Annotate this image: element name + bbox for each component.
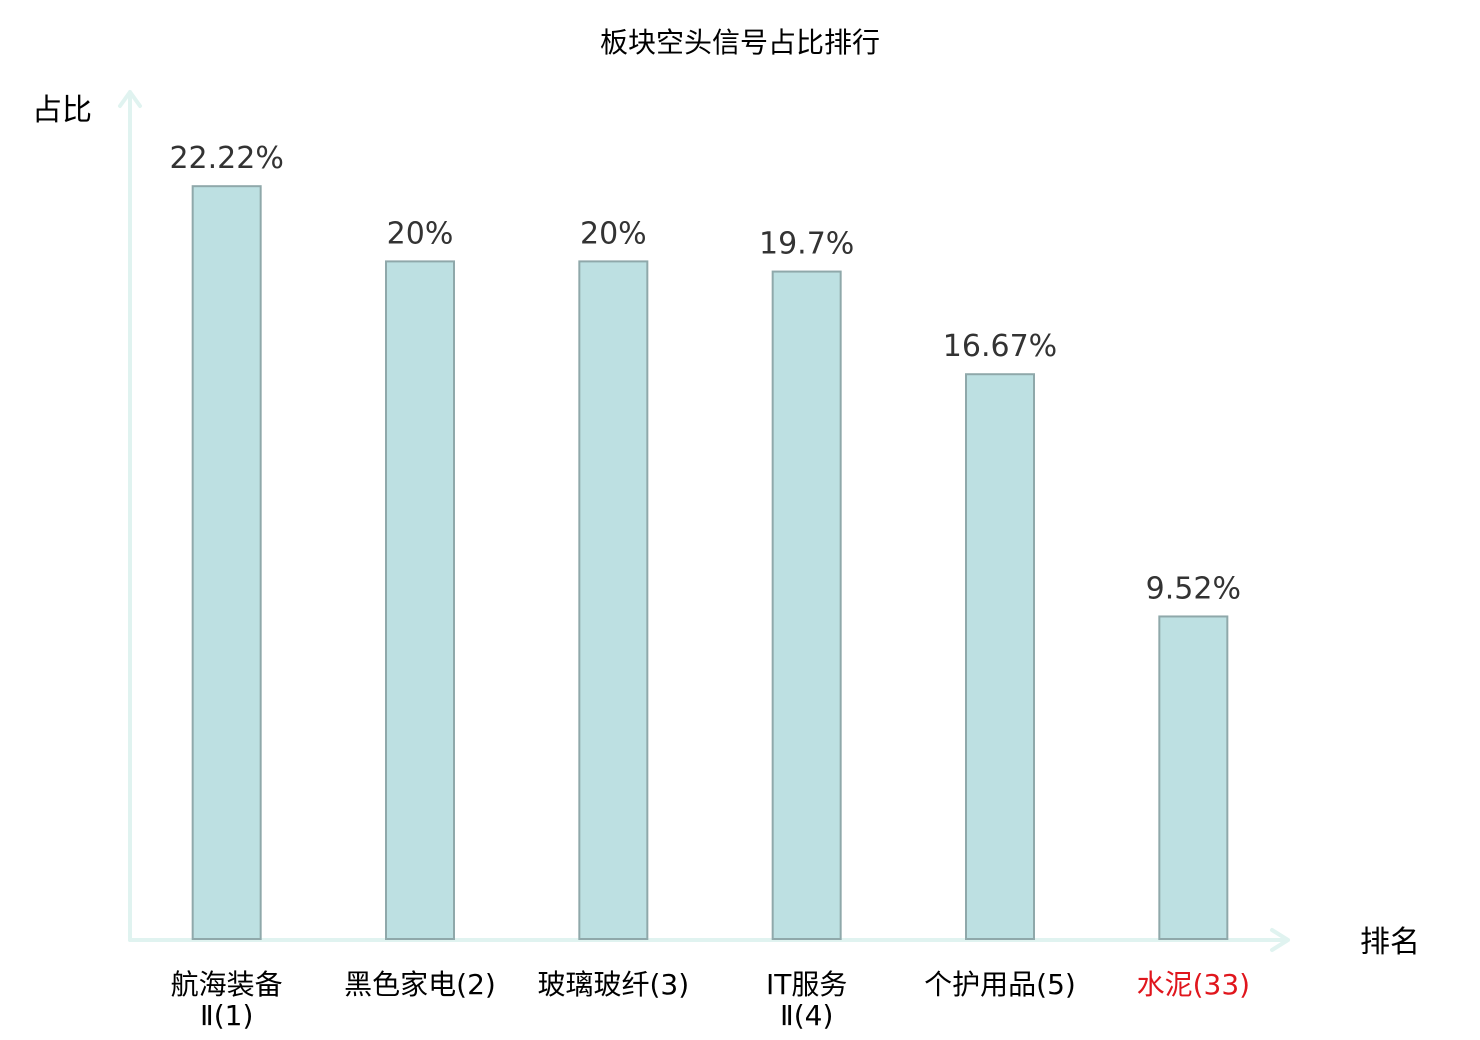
bar: [1158, 615, 1229, 940]
bar-value-label: 16.67%: [943, 329, 1057, 364]
bar-value-label: 19.7%: [759, 227, 854, 262]
x-axis-line: [128, 928, 1290, 952]
x-tick-label: 玻璃玻纤(3): [537, 968, 689, 1001]
bar: [965, 373, 1035, 940]
bar: [578, 260, 649, 940]
value-labels: 22.22% 20% 20% 19.7% 16.67% 9.52%: [169, 141, 1241, 606]
y-axis-line: [118, 90, 142, 942]
bars: [191, 185, 1229, 940]
x-tick-label-rank: Ⅱ(4): [780, 999, 833, 1032]
x-tick-label: IT服务: [766, 968, 847, 1001]
bar: [771, 270, 842, 940]
bar-value-label: 22.22%: [169, 141, 283, 176]
x-tick-label: 水泥(33): [1137, 968, 1250, 1001]
y-axis-label: 占比: [32, 93, 92, 128]
bar-value-label: 20%: [387, 216, 454, 251]
x-tick-label: 航海装备: [171, 968, 283, 1001]
x-tick-label: 黑色家电(2): [344, 968, 496, 1001]
bar-value-label: 20%: [580, 216, 647, 251]
x-axis-label: 排名: [1360, 925, 1420, 960]
bar: [191, 185, 262, 940]
bar-value-label: 9.52%: [1146, 571, 1241, 606]
x-tick-label: 个护用品(5): [924, 968, 1076, 1001]
chart-title: 板块空头信号占比排行: [600, 26, 880, 59]
bar: [385, 260, 455, 940]
x-tick-label-rank: Ⅱ(1): [200, 999, 253, 1032]
axes: [118, 90, 1290, 952]
